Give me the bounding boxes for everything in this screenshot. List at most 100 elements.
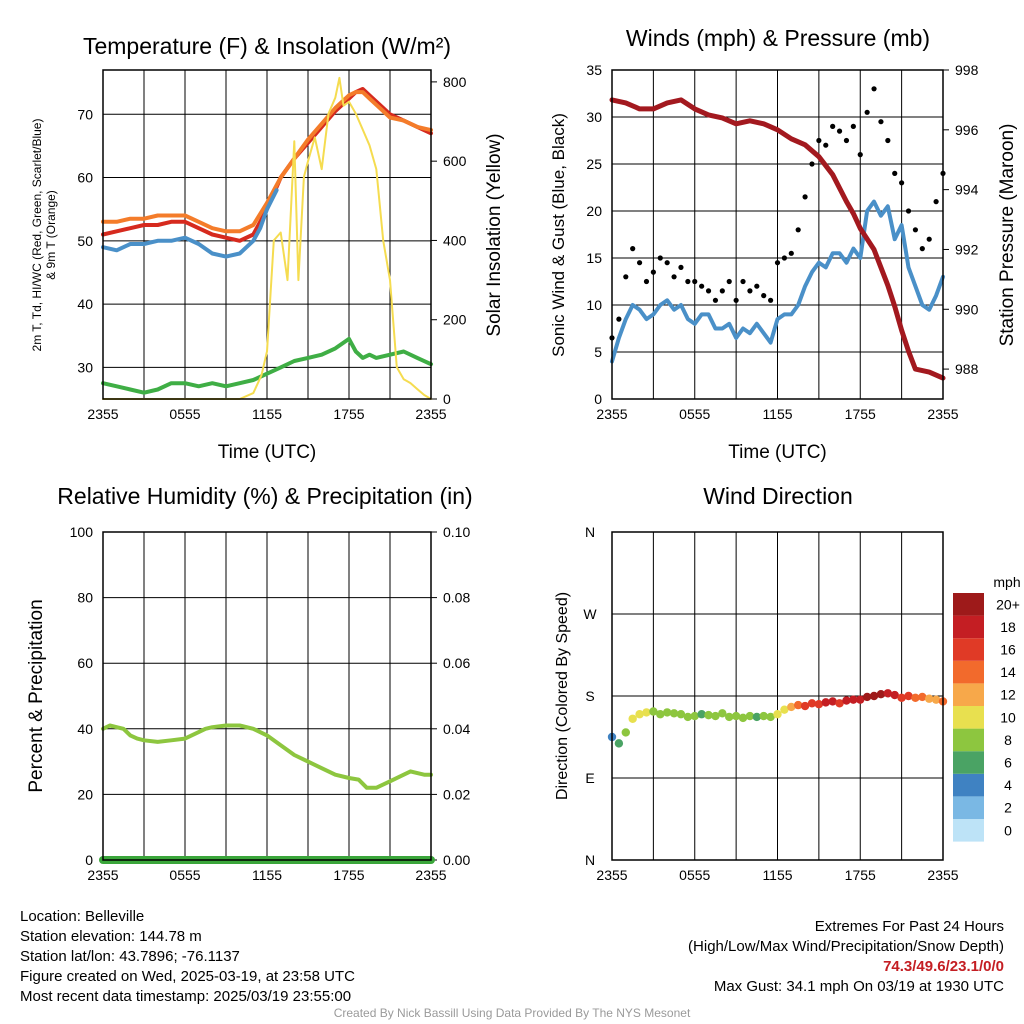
direction-point [897,693,906,703]
colorbar-swatch [953,593,984,616]
direction-point [690,711,699,721]
colorbar-label: 8 [1004,732,1012,748]
y-tick-label: 20 [77,786,93,802]
series-line-wind [610,199,945,364]
colorbar-label: 16 [1000,642,1016,658]
x-tick-label: 0555 [679,406,710,422]
colorbar-swatch [953,728,984,752]
gust-point [616,316,622,322]
gust-point [740,278,746,285]
chart-title: Winds (mph) & Pressure (mb) [626,25,930,51]
x-tick-label: 1155 [762,867,792,883]
direction-point [738,713,748,723]
gust-point [719,288,725,294]
direction-point [800,701,810,711]
extremes-legend: (High/Low/Max Wind/Precipitation/Snow De… [688,938,1004,955]
y-tick-label: 25 [586,156,602,172]
y-axis-label-line: & 9m T (Orange) [44,190,58,280]
direction-point [614,739,624,748]
direction-point [759,711,768,721]
gust-point [712,297,719,303]
colorbar-swatch [953,751,984,774]
y2-tick-label: 0.00 [443,852,470,868]
x-tick-label: 0555 [169,406,200,422]
direction-point [649,707,658,716]
y-tick-label: 20 [586,203,602,219]
y2-tick-label: 988 [955,361,979,377]
y2-tick-label: 998 [955,62,979,78]
gust-point [864,109,870,115]
colorbar-label: 4 [1004,777,1012,793]
gust-point [871,86,877,92]
gust-point [878,119,884,125]
chart-title: Temperature (F) & Insolation (W/m²) [83,33,451,59]
y-tick-label: N [585,524,595,540]
direction-point [704,710,713,720]
direction-point [862,692,872,702]
x-tick-label: 2355 [596,406,627,422]
direction-point [662,708,672,717]
gust-point [643,278,650,285]
colorbar-swatch [953,773,984,797]
gust-point [623,274,629,280]
direction-point [904,691,913,701]
x-tick-label: 2355 [87,406,118,422]
plot-frame [102,531,432,861]
plot-frame [611,531,944,861]
y-tick-label: 30 [586,109,602,125]
colorbar-swatch [953,615,984,639]
gust-point [795,227,801,233]
direction-point [656,710,665,719]
series-line-rh [101,723,433,790]
direction-point [642,708,651,717]
direction-point [890,690,899,700]
gust-point [850,123,856,129]
y2-tick-label: 0.04 [443,721,470,737]
direction-point [697,710,706,719]
gust-point [692,278,698,285]
station-info: Location: Belleville Station elevation: … [20,907,355,1007]
colorbar-label: 10 [1000,709,1016,725]
direction-point [725,712,734,722]
series-line-pressure [609,97,946,381]
direction-point [911,693,920,703]
gust-point [933,199,939,205]
y2-tick-label: 994 [955,182,979,198]
colorbar-label: 20+ [996,596,1020,612]
gust-point [843,137,850,144]
panel-humidity: Relative Humidity (%) & Precipitation (i… [26,483,473,883]
direction-point [883,689,893,698]
direction-point [683,712,693,722]
direction-point [669,709,679,718]
y-tick-label: 0 [594,391,602,407]
y-tick-label: 60 [77,655,93,671]
y-tick-label: S [585,688,594,704]
direction-point [793,700,803,710]
gust-point [926,236,932,242]
series-line-solar [102,76,432,400]
x-tick-label: 1755 [845,867,876,883]
y2-tick-label: 996 [955,122,979,138]
gust-point [836,128,843,134]
colorbar-swatch [953,706,984,729]
x-tick-label: 1155 [252,867,282,883]
direction-point [766,712,775,722]
x-tick-label: 1755 [845,406,876,422]
colorbar-label: 12 [1000,687,1016,703]
direction-point [787,702,796,712]
y2-axis-label: Solar Insolation (Yellow) [484,133,505,336]
gust-point [809,161,815,167]
direction-point [731,711,741,721]
direction-point [931,695,941,704]
y-tick-label: 10 [586,297,602,313]
gust-point [919,246,925,252]
direction-point [628,714,637,723]
direction-point [828,697,837,706]
y-axis-label: Percent & Precipitation [26,599,47,792]
gust-point [781,255,787,261]
colorbar-unit: mph [993,574,1020,590]
gust-point [761,293,767,299]
y-tick-label: W [583,606,597,622]
direction-point [745,711,755,721]
